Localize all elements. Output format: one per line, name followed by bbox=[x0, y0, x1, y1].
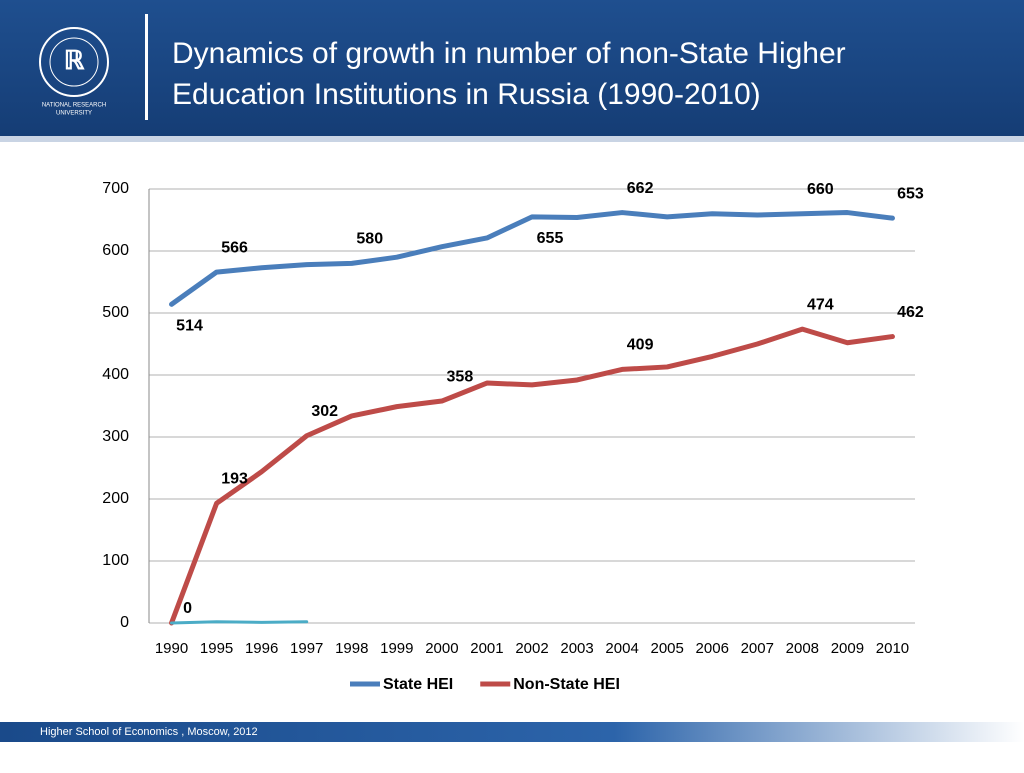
data-label: 302 bbox=[311, 403, 338, 420]
logo-caption: UNIVERSITY bbox=[56, 111, 92, 117]
data-label: 660 bbox=[807, 181, 834, 198]
x-tick-label: 2008 bbox=[786, 640, 819, 657]
y-tick-label: 500 bbox=[102, 304, 129, 321]
logo-ring-inner bbox=[49, 37, 99, 87]
legend-label: State HEI bbox=[383, 676, 453, 693]
x-tick-label: 2010 bbox=[876, 640, 909, 657]
footer-band bbox=[0, 722, 1024, 742]
x-tick-label: 2004 bbox=[605, 640, 638, 657]
y-tick-label: 200 bbox=[102, 490, 129, 507]
data-label: 655 bbox=[537, 230, 564, 247]
header-rule bbox=[0, 136, 1024, 142]
x-tick-label: 2003 bbox=[560, 640, 593, 657]
y-tick-label: 600 bbox=[102, 242, 129, 259]
x-tick-label: 2005 bbox=[650, 640, 683, 657]
logo-ring bbox=[39, 27, 109, 97]
x-tick-label: 1996 bbox=[245, 640, 278, 657]
x-tick-label: 1990 bbox=[155, 640, 188, 657]
slide-title: Dynamics of growth in number of non-Stat… bbox=[172, 37, 846, 70]
data-label: 566 bbox=[221, 239, 248, 256]
y-tick-label: 400 bbox=[102, 366, 129, 383]
data-label: 662 bbox=[627, 180, 654, 197]
logo-mark: ℝ bbox=[64, 46, 85, 75]
logo-caption: NATIONAL RESEARCH bbox=[42, 103, 106, 109]
series-line bbox=[169, 210, 895, 307]
y-tick-label: 700 bbox=[102, 180, 129, 197]
x-tick-label: 2001 bbox=[470, 640, 503, 657]
x-tick-label: 2006 bbox=[696, 640, 729, 657]
x-tick-label: 1997 bbox=[290, 640, 323, 657]
header-divider bbox=[145, 14, 148, 120]
x-tick-label: 2000 bbox=[425, 640, 458, 657]
data-label: 462 bbox=[897, 304, 924, 321]
y-tick-label: 300 bbox=[102, 428, 129, 445]
chart: 0 100 200 300 400 500 600 700 1990 1995 1996 1997 19… bbox=[102, 180, 924, 693]
series-line bbox=[169, 326, 895, 626]
header-band bbox=[0, 0, 1024, 136]
x-tick-label: 2009 bbox=[831, 640, 864, 657]
data-label: 358 bbox=[447, 368, 474, 385]
data-label: 474 bbox=[807, 296, 834, 313]
data-label: 409 bbox=[627, 337, 654, 354]
x-tick-label: 2002 bbox=[515, 640, 548, 657]
data-label: 653 bbox=[897, 185, 924, 202]
data-label: 514 bbox=[176, 318, 203, 335]
y-tick-label: 100 bbox=[102, 552, 129, 569]
legend-label: Non-State HEI bbox=[513, 676, 620, 693]
footer-text: Higher School of Economics , Moscow, 201… bbox=[40, 726, 258, 738]
x-tick-label: 1999 bbox=[380, 640, 413, 657]
data-label: 0 bbox=[183, 600, 192, 617]
data-label: 580 bbox=[356, 231, 383, 248]
x-tick-label: 2007 bbox=[741, 640, 774, 657]
slide-title: Education Institutions in Russia (1990-2… bbox=[172, 78, 761, 111]
x-tick-label: 1995 bbox=[200, 640, 233, 657]
y-tick-label: 0 bbox=[120, 614, 129, 631]
data-label: 193 bbox=[221, 471, 248, 488]
series-line bbox=[170, 620, 309, 625]
x-tick-label: 1998 bbox=[335, 640, 368, 657]
